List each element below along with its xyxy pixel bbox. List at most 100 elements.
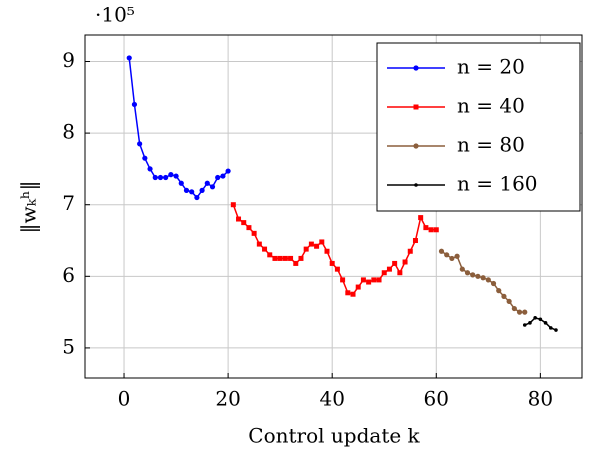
- marker: [329, 260, 335, 266]
- marker: [142, 155, 148, 161]
- marker: [371, 277, 377, 283]
- marker: [470, 272, 476, 278]
- marker: [454, 253, 460, 259]
- marker: [459, 266, 465, 272]
- marker: [386, 266, 392, 272]
- marker: [340, 277, 346, 283]
- legend-label: n = 20: [457, 55, 525, 79]
- marker: [511, 305, 517, 312]
- marker: [209, 184, 216, 190]
- marker: [220, 173, 226, 179]
- legend-label: n = 160: [457, 172, 538, 196]
- marker: [543, 321, 548, 325]
- marker: [230, 202, 236, 208]
- marker: [324, 248, 330, 254]
- marker: [423, 225, 429, 231]
- marker: [548, 326, 553, 330]
- marker: [414, 183, 418, 187]
- marker: [475, 273, 481, 279]
- y-tick-label: 8: [62, 120, 75, 144]
- marker: [397, 270, 403, 276]
- marker: [183, 187, 190, 193]
- marker: [298, 255, 304, 261]
- marker: [438, 248, 445, 254]
- legend: n = 20 n = 40 n = 80 n = 160: [376, 42, 581, 212]
- marker: [428, 227, 434, 233]
- marker: [392, 260, 398, 266]
- marker: [194, 194, 200, 201]
- marker: [293, 260, 299, 266]
- marker: [308, 241, 314, 247]
- marker: [516, 309, 523, 315]
- marker: [262, 246, 268, 252]
- marker: [131, 101, 138, 108]
- marker: [490, 280, 497, 287]
- marker: [376, 277, 382, 283]
- y-tick-label: 6: [62, 263, 75, 287]
- marker: [168, 172, 174, 178]
- marker: [126, 55, 132, 61]
- marker: [522, 323, 527, 327]
- marker: [412, 238, 418, 244]
- marker: [360, 277, 366, 283]
- marker: [528, 321, 532, 325]
- marker: [480, 275, 486, 281]
- marker: [204, 180, 210, 186]
- marker: [152, 174, 158, 181]
- y-axis-label: ‖wₖʰ‖: [17, 180, 42, 233]
- x-axis-label: Control update k: [248, 424, 420, 448]
- marker: [407, 248, 413, 254]
- x-tick-label: 20: [215, 387, 240, 411]
- marker: [496, 288, 502, 294]
- y-multiplier: ·10⁵: [95, 3, 135, 27]
- marker: [449, 255, 455, 262]
- y-tick-label: 7: [62, 191, 75, 215]
- marker: [319, 239, 325, 245]
- marker: [137, 141, 143, 147]
- marker: [282, 255, 288, 261]
- marker: [533, 316, 537, 320]
- marker: [246, 225, 252, 231]
- marker: [189, 189, 195, 195]
- marker: [464, 270, 471, 276]
- y-tick-label: 9: [62, 48, 75, 72]
- marker: [314, 243, 320, 249]
- y-tick-label: 5: [62, 334, 75, 358]
- marker: [178, 180, 184, 186]
- marker: [225, 168, 231, 174]
- marker: [241, 220, 247, 226]
- x-tick-label: 40: [319, 387, 344, 411]
- marker: [418, 215, 424, 221]
- marker: [267, 252, 273, 258]
- marker: [157, 174, 164, 181]
- marker: [522, 309, 528, 315]
- marker: [433, 227, 439, 233]
- series-line: [232, 204, 437, 296]
- marker: [236, 216, 242, 222]
- marker: [501, 293, 507, 299]
- marker: [506, 298, 512, 304]
- marker: [303, 246, 309, 252]
- marker: [381, 270, 387, 276]
- marker: [199, 187, 205, 193]
- marker: [554, 328, 558, 332]
- marker: [444, 252, 450, 258]
- marker: [272, 255, 278, 261]
- x-tick-label: 80: [528, 387, 553, 411]
- marker: [334, 266, 340, 272]
- marker: [413, 143, 419, 149]
- plot-frame: [84, 34, 583, 379]
- marker: [215, 174, 221, 181]
- marker: [251, 230, 257, 236]
- x-tick-label: 0: [118, 387, 131, 411]
- x-tick-label: 60: [424, 387, 449, 411]
- marker: [538, 317, 543, 322]
- marker: [366, 279, 372, 285]
- marker: [413, 104, 419, 110]
- marker: [485, 277, 491, 283]
- marker: [288, 255, 294, 261]
- marker: [173, 173, 179, 179]
- marker: [402, 259, 408, 265]
- legend-box: [376, 42, 581, 212]
